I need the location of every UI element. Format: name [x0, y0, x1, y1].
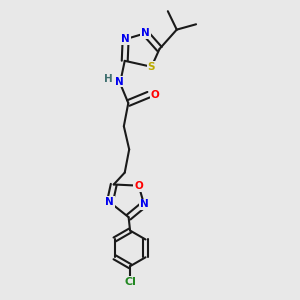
- Text: S: S: [148, 62, 155, 72]
- Text: N: N: [140, 200, 148, 209]
- Text: Cl: Cl: [124, 277, 136, 287]
- Text: N: N: [121, 34, 130, 44]
- Text: O: O: [134, 181, 143, 191]
- Text: O: O: [151, 90, 159, 100]
- Text: N: N: [106, 197, 114, 207]
- Text: H: H: [104, 74, 112, 84]
- Text: N: N: [141, 28, 150, 38]
- Text: N: N: [115, 76, 124, 87]
